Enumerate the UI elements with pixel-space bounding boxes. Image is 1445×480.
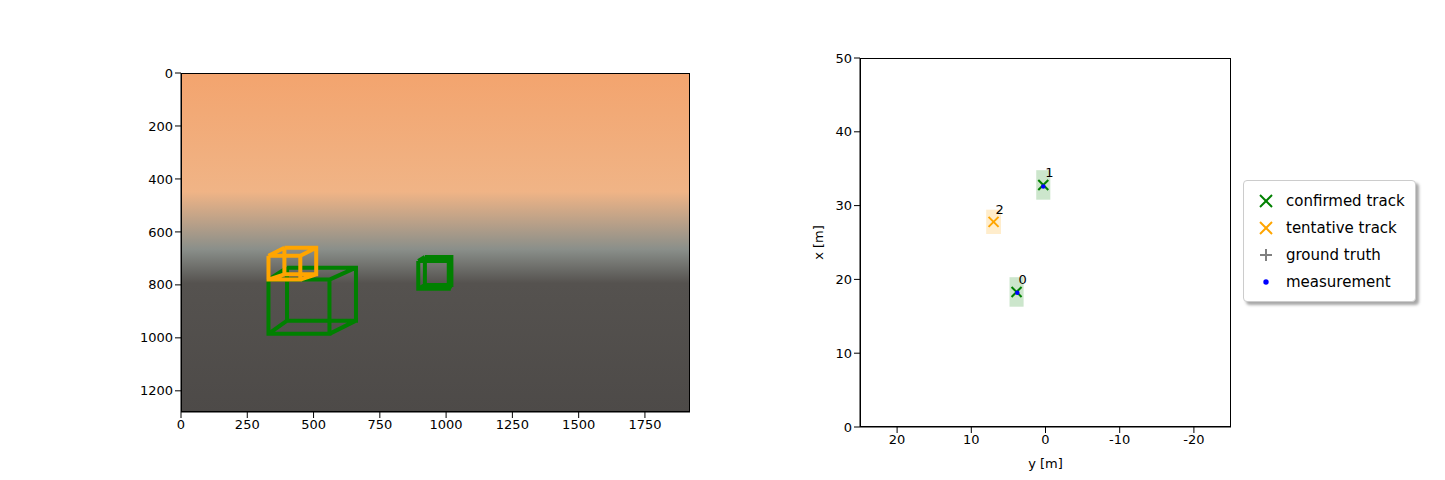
svg-text:500: 500 xyxy=(301,417,326,432)
svg-text:-20: -20 xyxy=(1183,432,1204,447)
svg-text:0: 0 xyxy=(844,420,852,435)
svg-text:30: 30 xyxy=(835,198,852,213)
svg-text:2: 2 xyxy=(996,202,1004,217)
svg-text:10: 10 xyxy=(835,346,852,361)
svg-text:1750: 1750 xyxy=(628,417,661,432)
svg-text:250: 250 xyxy=(235,417,260,432)
svg-text:20: 20 xyxy=(835,272,852,287)
svg-text:200: 200 xyxy=(148,119,173,134)
html-text:ground truth: ground truth xyxy=(1286,245,1381,264)
html-text:confirmed track: confirmed track xyxy=(1286,191,1405,210)
svg-text:1000: 1000 xyxy=(430,417,463,432)
svg-text:600: 600 xyxy=(148,225,173,240)
svg-text:0: 0 xyxy=(1041,432,1049,447)
svg-text:1500: 1500 xyxy=(562,417,595,432)
svg-text:1200: 1200 xyxy=(140,383,173,398)
svg-text:40: 40 xyxy=(835,124,852,139)
svg-text:400: 400 xyxy=(148,172,173,187)
svg-text:1250: 1250 xyxy=(496,417,529,432)
html-text:measurement: measurement xyxy=(1286,272,1391,291)
svg-text:50: 50 xyxy=(835,51,852,66)
svg-text:1: 1 xyxy=(1045,165,1053,180)
svg-text:0: 0 xyxy=(165,66,173,81)
svg-text:0: 0 xyxy=(177,417,185,432)
html-text:tentative track: tentative track xyxy=(1286,218,1397,237)
svg-text:20: 20 xyxy=(889,432,906,447)
svg-text:1000: 1000 xyxy=(140,330,173,345)
svg-text:0: 0 xyxy=(1019,272,1027,287)
svg-text:800: 800 xyxy=(148,277,173,292)
svg-text:-10: -10 xyxy=(1109,432,1130,447)
svg-text:y [m]: y [m] xyxy=(1028,456,1063,471)
svg-text:750: 750 xyxy=(367,417,392,432)
svg-text:10: 10 xyxy=(963,432,980,447)
svg-text:x [m]: x [m] xyxy=(811,225,826,260)
